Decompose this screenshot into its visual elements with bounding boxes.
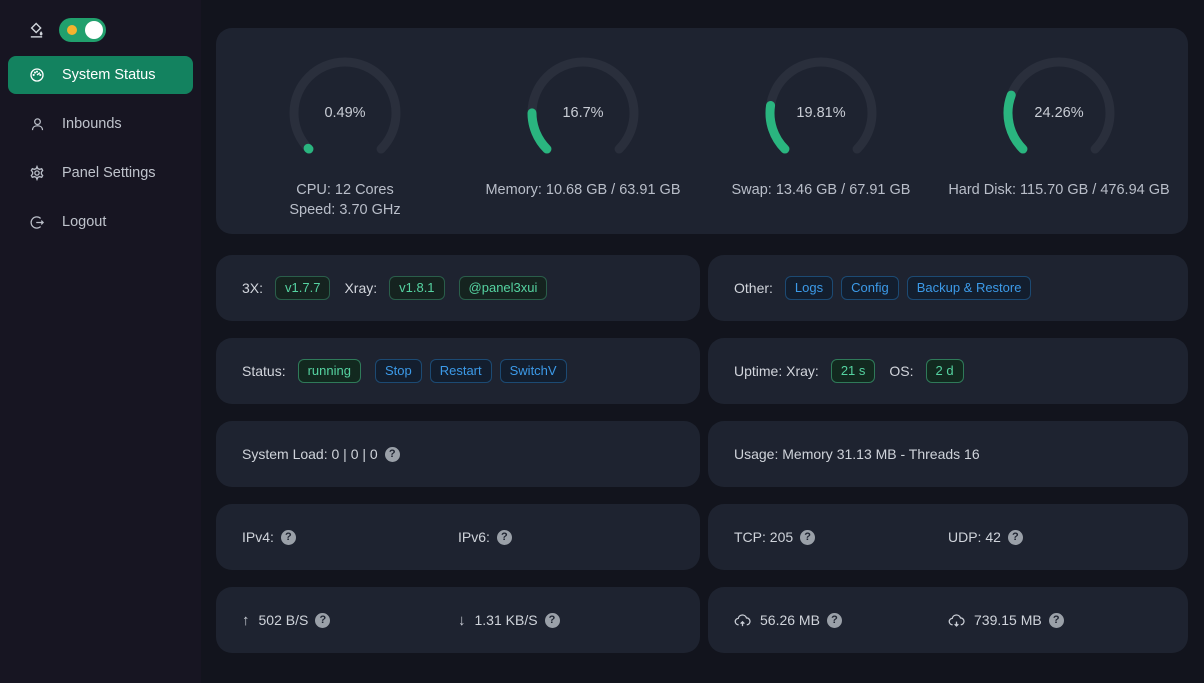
gear-icon	[29, 165, 45, 181]
other-label: Other:	[734, 280, 773, 296]
disk-gauge-block: 24.26% Hard Disk: 115.70 GB / 476.94 GB	[940, 53, 1178, 234]
os-uptime-badge: 2 d	[925, 359, 964, 383]
total-received-text: 739.15 MB	[974, 612, 1042, 628]
sidebar-item-label: Panel Settings	[62, 165, 156, 181]
download-speed-help-icon[interactable]: ?	[544, 612, 560, 628]
3x-version-tag[interactable]: v1.7.7	[275, 276, 331, 300]
ipv6-help-icon[interactable]: ?	[496, 529, 512, 545]
tcp-help-icon[interactable]: ?	[800, 529, 816, 545]
cpu-gauge-block: 0.49% CPU: 12 Cores Speed: 3.70 GHz	[226, 53, 464, 234]
sidebar: System Status Inbounds Panel Settings	[0, 0, 201, 683]
udp-help-icon[interactable]: ?	[1007, 529, 1023, 545]
total-sent-help-icon[interactable]: ?	[826, 612, 842, 628]
version-card: 3X: v1.7.7 Xray: v1.8.1 @panel3xui	[216, 255, 700, 321]
cloud-download-icon	[948, 613, 965, 628]
disk-percent: 24.26%	[1034, 105, 1084, 121]
status-card: Status: running Stop Restart SwitchV	[216, 338, 700, 404]
sidebar-item-label: Logout	[62, 214, 107, 230]
status-running-badge: running	[297, 359, 361, 383]
other-card: Other: Logs Config Backup & Restore	[708, 255, 1188, 321]
cpu-percent: 0.49%	[324, 105, 366, 121]
ip-card: IPv4: ? IPv6: ?	[216, 504, 700, 570]
ipv6-label: IPv6:	[458, 529, 490, 545]
os-label: OS:	[889, 363, 914, 379]
uptime-card: Uptime: Xray: 21 s OS: 2 d	[708, 338, 1188, 404]
tcp-count-text: TCP: 205	[734, 529, 794, 545]
memory-gauge-block: 16.7% Memory: 10.68 GB / 63.91 GB	[464, 53, 702, 234]
cpu-caption: CPU: 12 Cores Speed: 3.70 GHz	[289, 182, 401, 218]
toggle-knob	[85, 21, 103, 39]
3x-label: 3X:	[242, 280, 264, 296]
memory-caption: Memory: 10.68 GB / 63.91 GB	[485, 182, 681, 198]
udp-count-text: UDP: 42	[948, 529, 1001, 545]
swap-percent: 19.81%	[796, 105, 846, 121]
system-gauges-card: 0.49% CPU: 12 Cores Speed: 3.70 GHz 16.7…	[216, 28, 1188, 234]
connections-card: TCP: 205 ? UDP: 42 ?	[708, 504, 1188, 570]
sidebar-item-inbounds[interactable]: Inbounds	[8, 105, 193, 143]
theme-colors-icon	[28, 22, 45, 39]
total-sent-text: 56.26 MB	[760, 612, 820, 628]
user-icon	[29, 117, 45, 132]
xray-label: Xray:	[344, 280, 378, 296]
cpu-gauge: 0.49%	[285, 53, 405, 173]
upload-arrow-icon: ↑	[242, 611, 250, 629]
status-label: Status:	[242, 363, 286, 379]
swap-caption: Swap: 13.46 GB / 67.91 GB	[731, 182, 911, 198]
sidebar-menu: System Status Inbounds Panel Settings	[0, 52, 201, 245]
sidebar-item-panel-settings[interactable]: Panel Settings	[8, 154, 193, 192]
sidebar-item-label: Inbounds	[62, 116, 122, 132]
swap-gauge-block: 19.81% Swap: 13.46 GB / 67.91 GB	[702, 53, 940, 234]
system-load-card: System Load: 0 | 0 | 0 ?	[216, 421, 700, 487]
xray-uptime-badge: 21 s	[830, 359, 876, 383]
disk-gauge: 24.26%	[999, 53, 1119, 173]
speed-card: ↑ 502 B/S ? ↓ 1.31 KB/S ?	[216, 587, 700, 653]
logs-button[interactable]: Logs	[784, 276, 834, 300]
restart-button[interactable]: Restart	[429, 359, 492, 383]
uptime-xray-label: Uptime: Xray:	[734, 363, 819, 379]
cloud-upload-icon	[734, 613, 751, 628]
system-load-text: System Load: 0 | 0 | 0	[242, 446, 378, 462]
upload-speed-help-icon[interactable]: ?	[315, 612, 331, 628]
download-speed-text: 1.31 KB/S	[474, 612, 538, 628]
ipv4-label: IPv4:	[242, 529, 274, 545]
dark-mode-toggle[interactable]	[59, 18, 106, 42]
ipv4-help-icon[interactable]: ?	[280, 529, 296, 545]
switch-version-button[interactable]: SwitchV	[499, 359, 567, 383]
telegram-link-tag[interactable]: @panel3xui	[458, 276, 548, 300]
backup-restore-button[interactable]: Backup & Restore	[906, 276, 1032, 300]
traffic-card: 56.26 MB ? 739.15 MB ?	[708, 587, 1188, 653]
total-received-help-icon[interactable]: ?	[1048, 612, 1064, 628]
usage-card: Usage: Memory 31.13 MB - Threads 16	[708, 421, 1188, 487]
sidebar-header	[0, 14, 201, 52]
logout-icon	[29, 215, 45, 230]
sidebar-item-label: System Status	[62, 67, 156, 83]
xray-version-tag[interactable]: v1.8.1	[389, 276, 445, 300]
sidebar-item-logout[interactable]: Logout	[8, 203, 193, 241]
usage-text: Usage: Memory 31.13 MB - Threads 16	[734, 446, 980, 462]
system-load-help-icon[interactable]: ?	[384, 446, 400, 462]
config-button[interactable]: Config	[841, 276, 899, 300]
main-content: 0.49% CPU: 12 Cores Speed: 3.70 GHz 16.7…	[201, 0, 1204, 683]
sun-icon	[67, 25, 77, 35]
stop-button[interactable]: Stop	[374, 359, 422, 383]
swap-gauge: 19.81%	[761, 53, 881, 173]
sidebar-item-system-status[interactable]: System Status	[8, 56, 193, 94]
download-arrow-icon: ↓	[458, 611, 466, 629]
upload-speed-text: 502 B/S	[258, 612, 309, 628]
memory-gauge: 16.7%	[523, 53, 643, 173]
memory-percent: 16.7%	[562, 105, 604, 121]
dashboard-icon	[29, 67, 45, 83]
disk-caption: Hard Disk: 115.70 GB / 476.94 GB	[948, 182, 1170, 198]
